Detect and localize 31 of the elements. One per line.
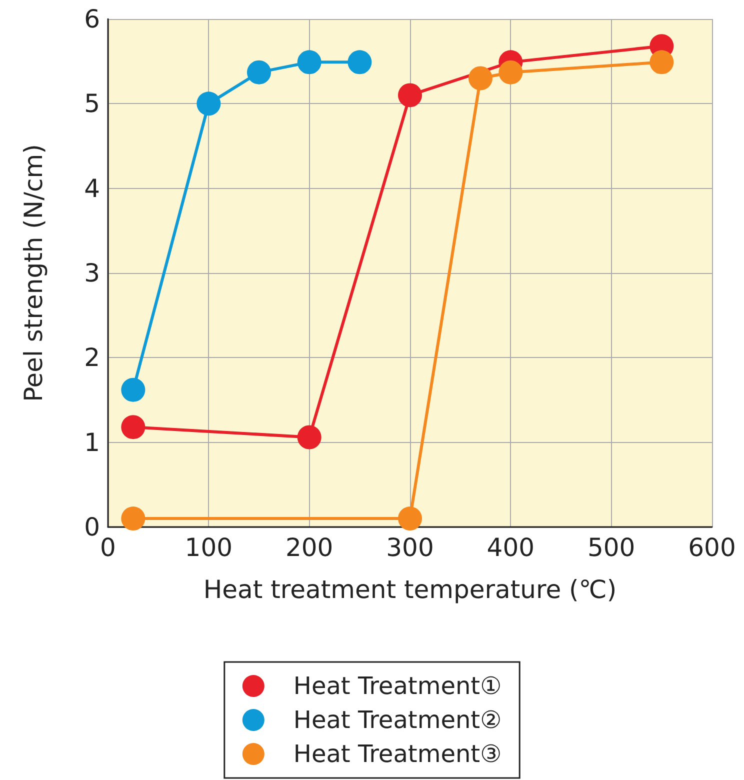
x-axis-title: Heat treatment temperature (℃): [203, 575, 617, 604]
legend-label: Heat Treatment②: [293, 706, 502, 734]
y-axis-title: Peel strength (N/cm): [19, 144, 48, 402]
y-tick-label: 2: [84, 343, 100, 372]
y-tick-label: 1: [84, 428, 100, 457]
point: [196, 92, 221, 116]
point: [297, 425, 322, 450]
point: [498, 60, 523, 84]
point: [348, 50, 372, 74]
x-tick-label: 600: [688, 533, 736, 562]
point: [121, 415, 146, 440]
x-tick-label: 100: [184, 533, 233, 562]
y-tick-label: 3: [84, 258, 100, 288]
y-tick-label: 4: [84, 174, 100, 203]
point: [121, 378, 146, 402]
legend-label: Heat Treatment①: [293, 672, 502, 700]
y-tick-label: 6: [84, 4, 100, 34]
x-tick-label: 200: [285, 533, 334, 562]
y-tick-label: 0: [84, 512, 100, 542]
x-tick-label: 400: [486, 533, 535, 562]
y-tick-label: 5: [84, 89, 100, 118]
point: [468, 66, 492, 90]
x-tick-label: 500: [587, 533, 636, 562]
legend-label: Heat Treatment③: [293, 740, 502, 768]
point: [297, 50, 322, 74]
x-tick-label: 300: [386, 533, 434, 562]
point: [247, 60, 271, 84]
point: [121, 506, 146, 531]
point: [398, 506, 422, 531]
point: [650, 50, 674, 74]
point: [398, 83, 422, 108]
